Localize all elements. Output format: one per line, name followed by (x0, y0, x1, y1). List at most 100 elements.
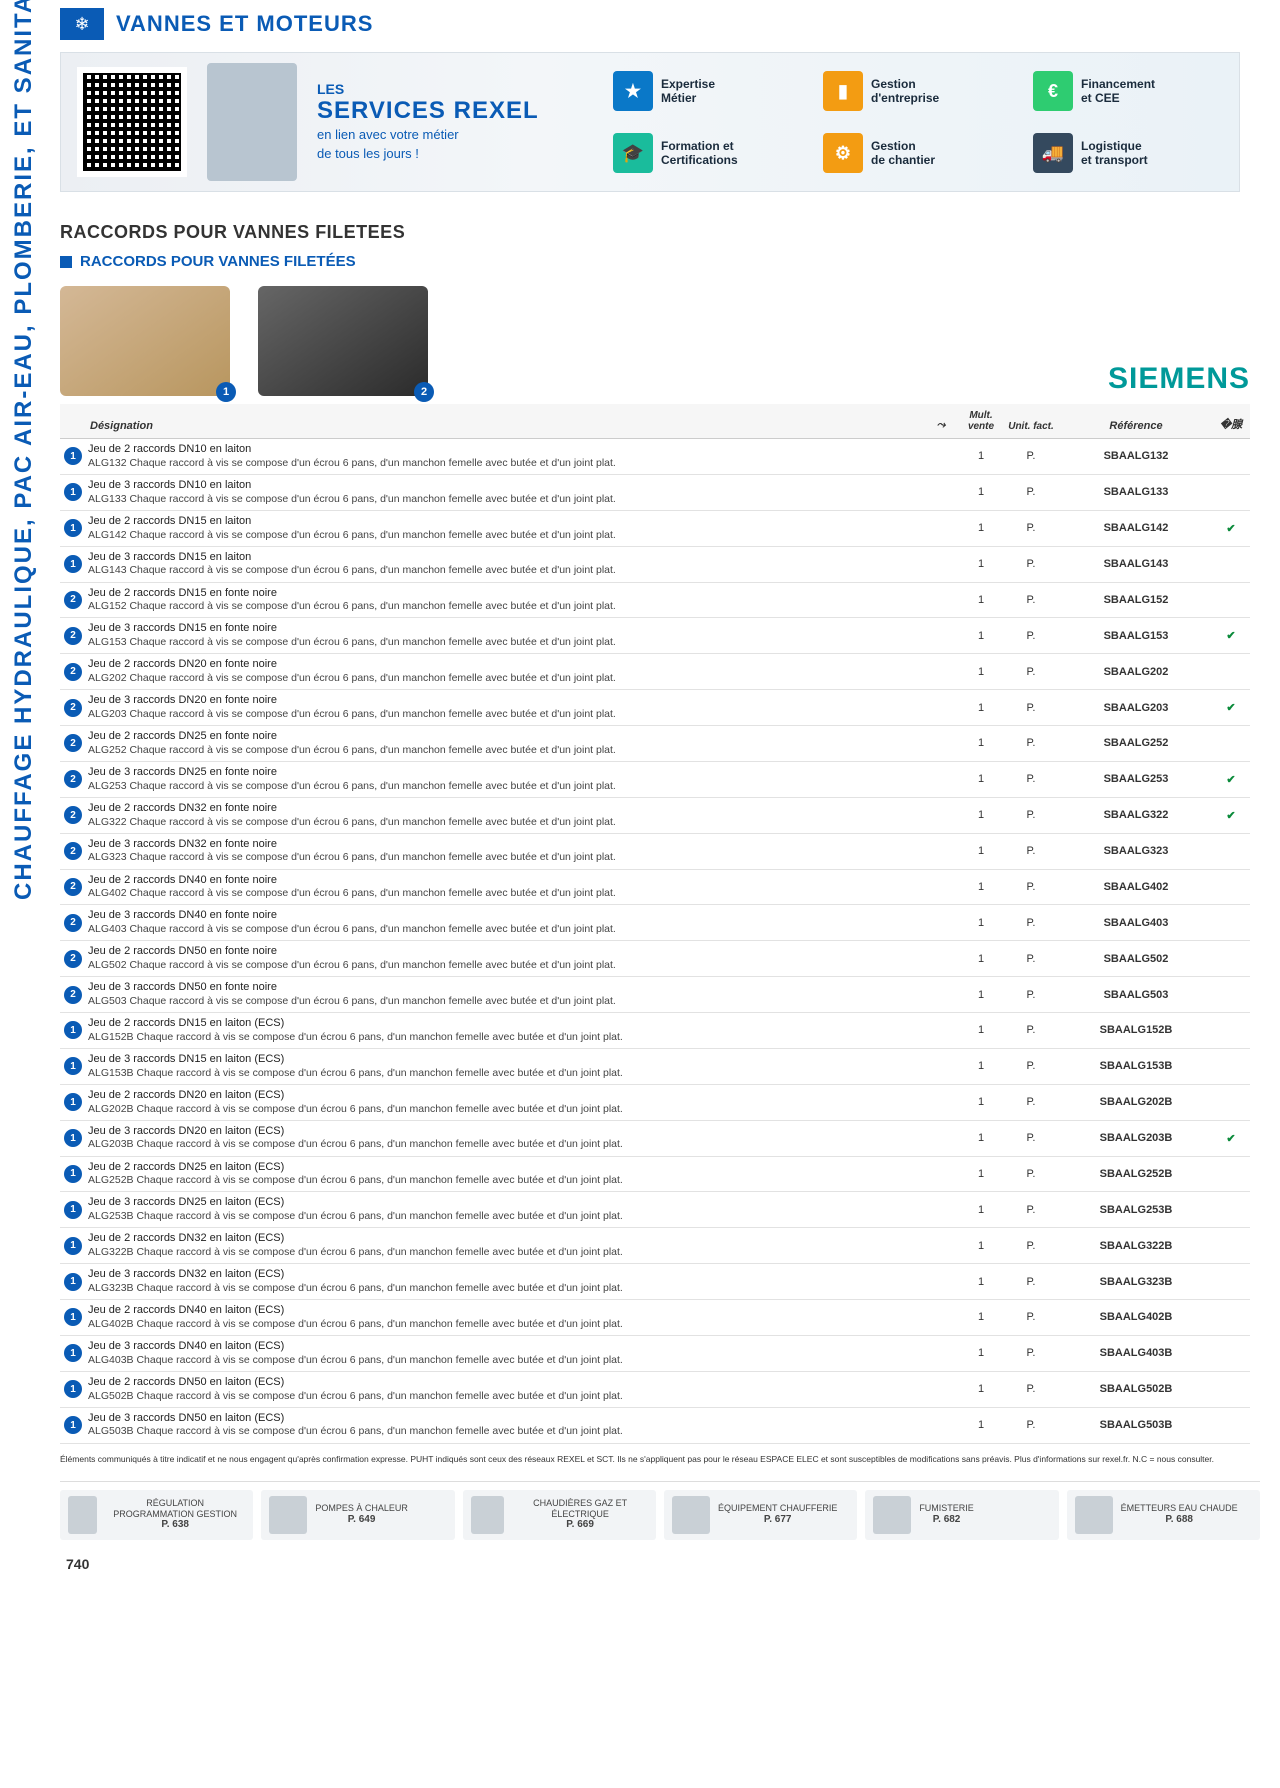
row-unit: P. (1006, 1168, 1056, 1180)
row-title: Jeu de 3 raccords DN50 en fonte noire (88, 981, 926, 995)
footer-nav-item[interactable]: RÉGULATION PROGRAMMATION GESTIONP. 638 (60, 1490, 253, 1540)
footer-nav-item[interactable]: CHAUDIÈRES GAZ ET ÉLECTRIQUEP. 669 (463, 1490, 656, 1540)
row-title: Jeu de 3 raccords DN32 en laiton (ECS) (88, 1268, 926, 1282)
row-check: ✔ (1216, 522, 1246, 535)
footer-nav-item[interactable]: ÉMETTEURS EAU CHAUDEP. 688 (1067, 1490, 1260, 1540)
row-designation: Jeu de 2 raccords DN25 en fonte noire AL… (88, 730, 926, 757)
row-badge: 1 (64, 447, 82, 465)
row-unit: P. (1006, 1383, 1056, 1395)
col-stock-icon: �腺 (1216, 416, 1246, 432)
service-icon: ⚙ (823, 133, 863, 173)
row-mult: 1 (956, 558, 1006, 570)
row-title: Jeu de 2 raccords DN20 en fonte noire (88, 658, 926, 672)
row-mult: 1 (956, 1347, 1006, 1359)
row-desc: ALG322 Chaque raccord à vis se compose d… (88, 816, 926, 829)
row-designation: Jeu de 3 raccords DN25 en laiton (ECS) A… (88, 1196, 926, 1223)
row-title: Jeu de 3 raccords DN20 en fonte noire (88, 694, 926, 708)
row-unit: P. (1006, 845, 1056, 857)
section-heading-2-text: RACCORDS POUR VANNES FILETÉES (80, 253, 356, 270)
row-desc: ALG132 Chaque raccord à vis se compose d… (88, 457, 926, 470)
table-row: 1 Jeu de 3 raccords DN20 en laiton (ECS)… (60, 1121, 1250, 1157)
row-title: Jeu de 3 raccords DN40 en laiton (ECS) (88, 1340, 926, 1354)
row-title: Jeu de 3 raccords DN15 en fonte noire (88, 622, 926, 636)
row-title: Jeu de 2 raccords DN25 en fonte noire (88, 730, 926, 744)
footer-nav-item[interactable]: ÉQUIPEMENT CHAUFFERIEP. 677 (664, 1490, 857, 1540)
product-image-row: 1 2 SIEMENS (60, 286, 1280, 396)
row-badge: 1 (64, 1057, 82, 1075)
row-unit: P. (1006, 953, 1056, 965)
row-reference: SBAALG502B (1056, 1383, 1216, 1395)
row-reference: SBAALG142 (1056, 522, 1216, 534)
row-title: Jeu de 2 raccords DN32 en fonte noire (88, 802, 926, 816)
banner-les: LES (317, 81, 557, 97)
row-reference: SBAALG132 (1056, 450, 1216, 462)
row-mult: 1 (956, 737, 1006, 749)
row-desc: ALG503B Chaque raccord à vis se compose … (88, 1425, 926, 1438)
row-mult: 1 (956, 1024, 1006, 1036)
footer-thumb (1075, 1496, 1113, 1534)
row-reference: SBAALG323B (1056, 1276, 1216, 1288)
service-icon: ▮ (823, 71, 863, 111)
row-reference: SBAALG152B (1056, 1024, 1216, 1036)
row-unit: P. (1006, 989, 1056, 1001)
row-badge: 1 (64, 1129, 82, 1147)
table-row: 2 Jeu de 3 raccords DN40 en fonte noire … (60, 905, 1250, 941)
table-row: 1 Jeu de 3 raccords DN10 en laiton ALG13… (60, 475, 1250, 511)
products-table: Désignation ⤳ Mult. vente Unit. fact. Ré… (60, 404, 1250, 1444)
footer-thumb (68, 1496, 97, 1534)
row-desc: ALG402 Chaque raccord à vis se compose d… (88, 887, 926, 900)
row-mult: 1 (956, 1419, 1006, 1431)
table-row: 1 Jeu de 2 raccords DN40 en laiton (ECS)… (60, 1300, 1250, 1336)
service-icon: 🚚 (1033, 133, 1073, 173)
table-header: Désignation ⤳ Mult. vente Unit. fact. Ré… (60, 404, 1250, 439)
table-row: 2 Jeu de 2 raccords DN40 en fonte noire … (60, 870, 1250, 906)
row-unit: P. (1006, 1276, 1056, 1288)
row-title: Jeu de 2 raccords DN15 en laiton (88, 515, 926, 529)
row-reference: SBAALG143 (1056, 558, 1216, 570)
table-row: 1 Jeu de 3 raccords DN40 en laiton (ECS)… (60, 1336, 1250, 1372)
row-mult: 1 (956, 1311, 1006, 1323)
row-unit: P. (1006, 558, 1056, 570)
table-row: 2 Jeu de 3 raccords DN50 en fonte noire … (60, 977, 1250, 1013)
row-reference: SBAALG253B (1056, 1204, 1216, 1216)
row-reference: SBAALG252 (1056, 737, 1216, 749)
row-designation: Jeu de 3 raccords DN32 en laiton (ECS) A… (88, 1268, 926, 1295)
service-label: Gestion d'entreprise (871, 77, 939, 105)
row-badge: 1 (64, 519, 82, 537)
row-title: Jeu de 2 raccords DN50 en fonte noire (88, 945, 926, 959)
row-unit: P. (1006, 917, 1056, 929)
row-unit: P. (1006, 486, 1056, 498)
row-designation: Jeu de 3 raccords DN15 en laiton (ECS) A… (88, 1053, 926, 1080)
row-unit: P. (1006, 450, 1056, 462)
row-designation: Jeu de 2 raccords DN20 en laiton (ECS) A… (88, 1089, 926, 1116)
page-title: VANNES ET MOTEURS (116, 11, 373, 37)
row-mult: 1 (956, 881, 1006, 893)
row-badge: 2 (64, 986, 82, 1004)
col-unit: Unit. fact. (1006, 421, 1056, 432)
row-badge: 1 (64, 1380, 82, 1398)
row-title: Jeu de 2 raccords DN10 en laiton (88, 443, 926, 457)
row-badge: 2 (64, 806, 82, 824)
row-reference: SBAALG403 (1056, 917, 1216, 929)
table-row: 1 Jeu de 2 raccords DN32 en laiton (ECS)… (60, 1228, 1250, 1264)
row-title: Jeu de 2 raccords DN15 en laiton (ECS) (88, 1017, 926, 1031)
row-desc: ALG202B Chaque raccord à vis se compose … (88, 1103, 926, 1116)
row-title: Jeu de 3 raccords DN32 en fonte noire (88, 838, 926, 852)
row-mult: 1 (956, 630, 1006, 642)
col-mult: Mult. vente (956, 410, 1006, 432)
row-title: Jeu de 3 raccords DN50 en laiton (ECS) (88, 1412, 926, 1426)
footer-nav-item[interactable]: POMPES À CHALEURP. 649 (261, 1490, 454, 1540)
row-designation: Jeu de 3 raccords DN15 en laiton ALG143 … (88, 551, 926, 578)
service-icon: € (1033, 71, 1073, 111)
row-desc: ALG403B Chaque raccord à vis se compose … (88, 1354, 926, 1367)
row-reference: SBAALG402 (1056, 881, 1216, 893)
table-row: 2 Jeu de 2 raccords DN15 en fonte noire … (60, 583, 1250, 619)
row-mult: 1 (956, 845, 1006, 857)
row-badge: 2 (64, 663, 82, 681)
row-unit: P. (1006, 1060, 1056, 1072)
row-badge: 2 (64, 950, 82, 968)
row-unit: P. (1006, 630, 1056, 642)
footer-nav-item[interactable]: FUMISTERIEP. 682 (865, 1490, 1058, 1540)
table-row: 1 Jeu de 2 raccords DN15 en laiton ALG14… (60, 511, 1250, 547)
row-title: Jeu de 3 raccords DN25 en laiton (ECS) (88, 1196, 926, 1210)
